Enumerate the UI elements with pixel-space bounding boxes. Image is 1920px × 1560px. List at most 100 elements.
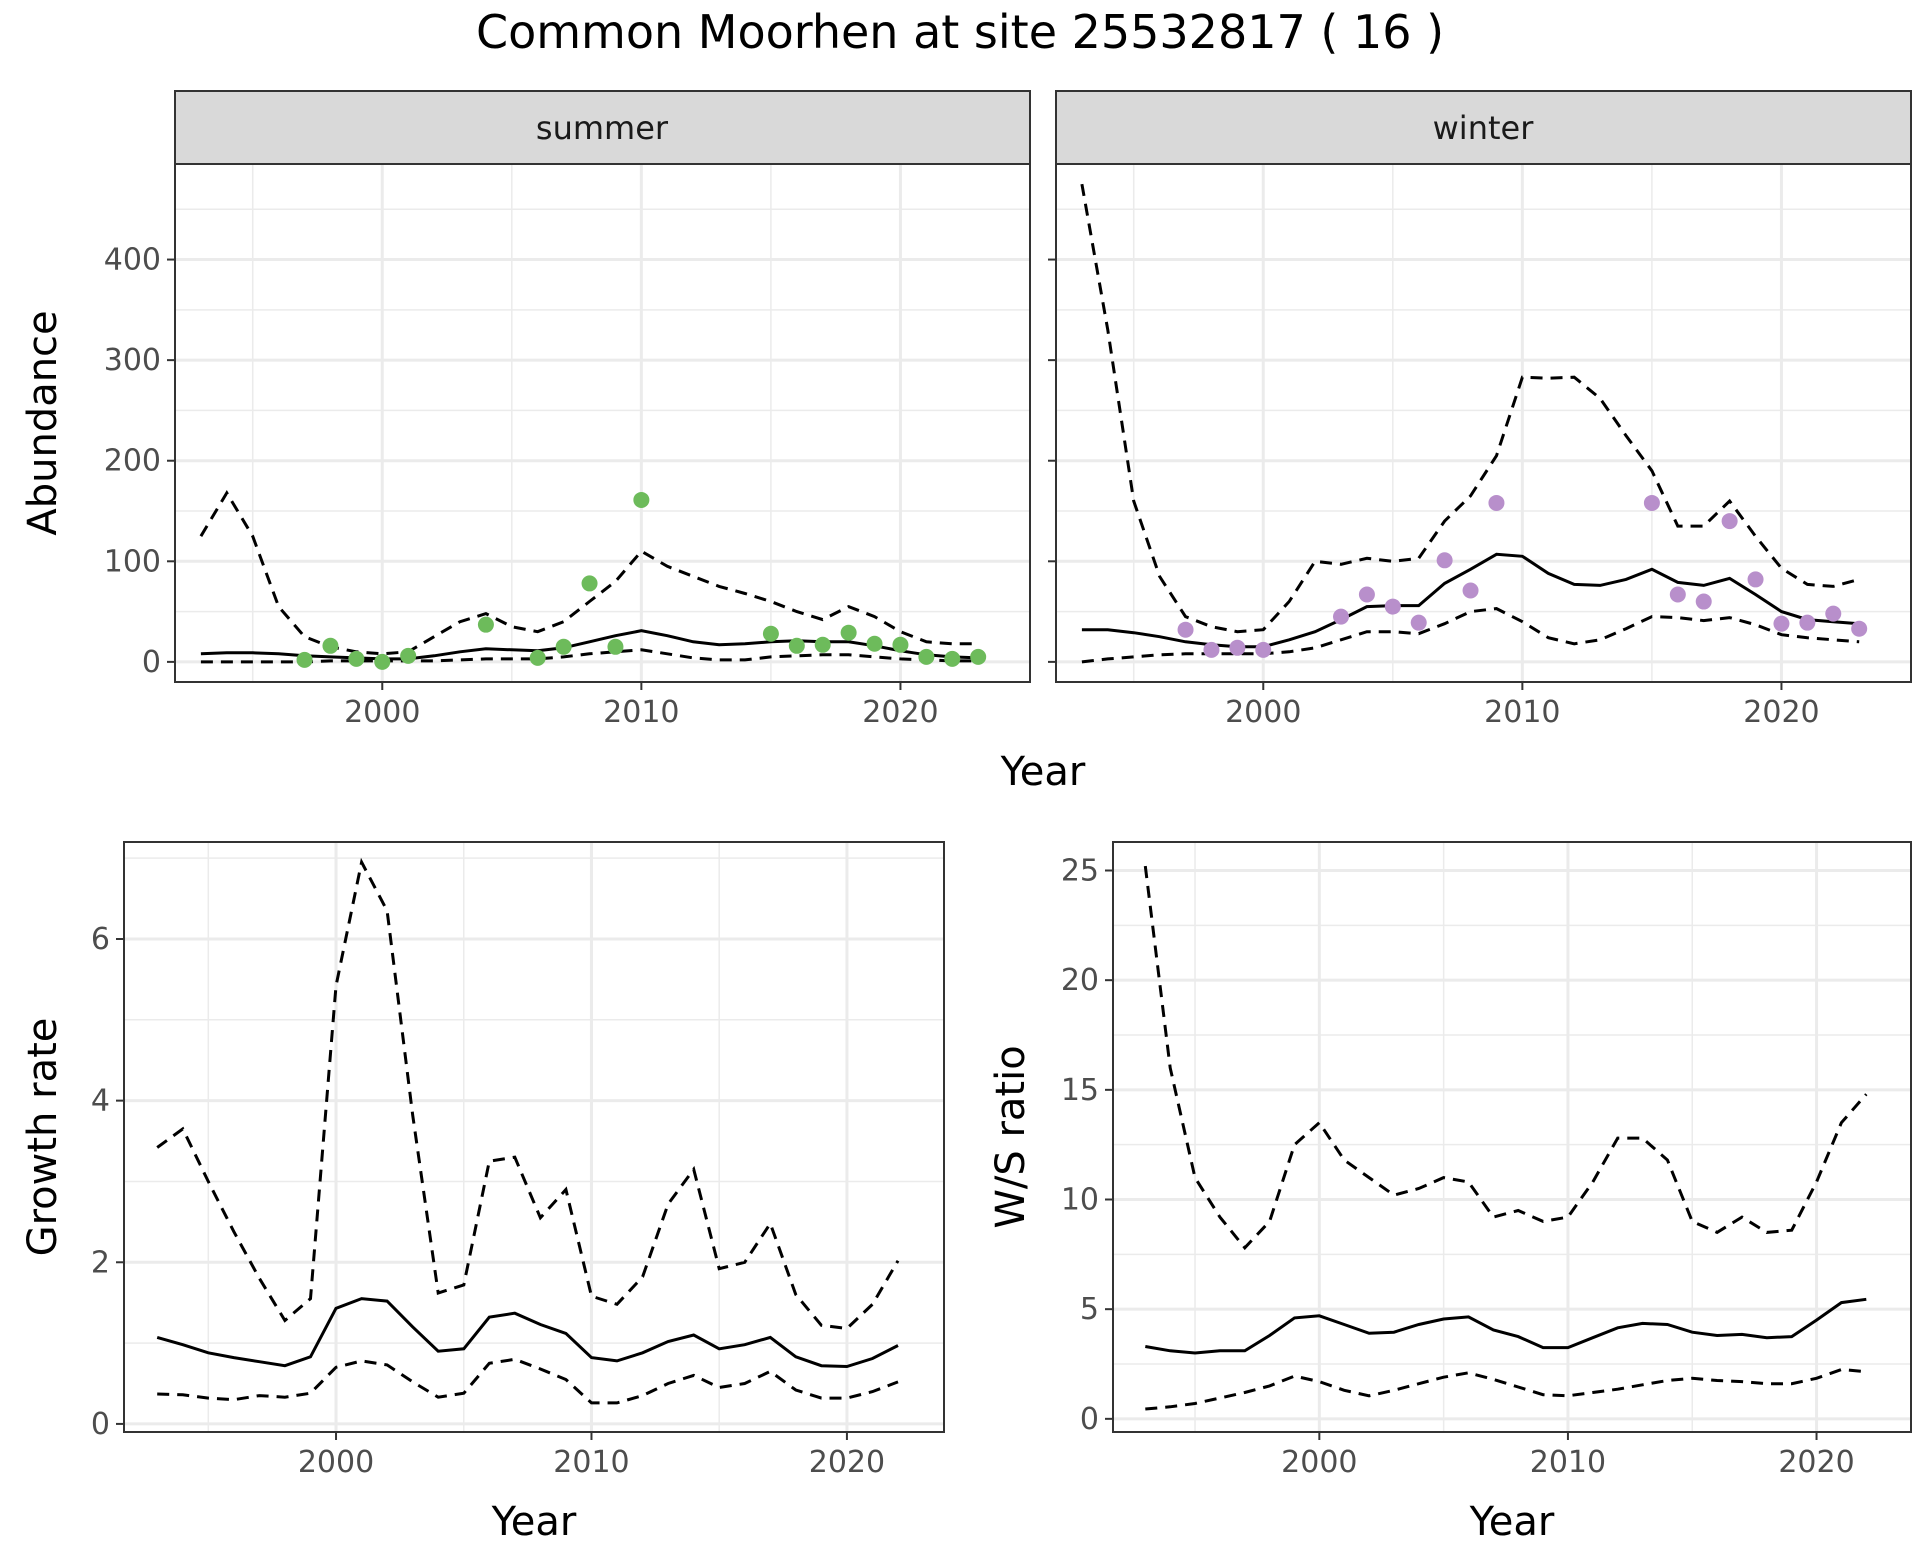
summer-strip-label: summer: [536, 109, 669, 147]
winter-data-point: [1255, 641, 1272, 658]
summer-mean-line: [200, 629, 979, 661]
winter-observed-points: [1177, 494, 1868, 658]
ws-x-tick-label: 2000: [1281, 1445, 1357, 1480]
winter-data-point: [1799, 614, 1816, 631]
winter-x-tick-label: 2020: [1743, 695, 1819, 730]
summer-data-point: [374, 653, 391, 670]
summer-mean-line: [200, 629, 979, 661]
ws-upper-line: [1143, 865, 1868, 1251]
winter-data-point: [1203, 641, 1220, 658]
summer-x-tick-label: 2020: [862, 695, 938, 730]
winter-data-point: [1669, 586, 1686, 603]
summer-axes: 2000 2010 2020 0 100 200 300 400: [104, 243, 939, 730]
winter-strip: [1055, 90, 1912, 165]
ws-mean-line: [1145, 1297, 1867, 1355]
summer-y-tick-label: 100: [104, 544, 161, 579]
winter-data-point: [1851, 620, 1868, 637]
winter-axes: 2000 2010 2020: [1048, 258, 1820, 730]
winter-data-point: [1721, 513, 1738, 530]
winter-data-point: [1384, 598, 1401, 615]
summer-y-tick-label: 400: [104, 243, 161, 278]
summer-data-point: [840, 624, 857, 641]
winter-data-point: [1695, 593, 1712, 610]
winter-gridlines: [1056, 164, 1911, 682]
growth-y-tick-label: 4: [91, 1084, 110, 1119]
ws-y-tick-label: 0: [1080, 1402, 1099, 1437]
growth-y-tick-label: 6: [91, 922, 110, 957]
summer-data-point: [529, 649, 546, 666]
summer-data-point: [970, 648, 987, 665]
summer-data-point: [477, 616, 494, 633]
ws-mean-line: [1145, 1297, 1867, 1355]
ws-y-axis-title: W/S ratio: [988, 1045, 1034, 1228]
winter-data-point: [1488, 494, 1505, 511]
summer-y-tick-label: 0: [142, 645, 161, 680]
winter-x-tick-label: 2010: [1484, 695, 1560, 730]
ws-gridlines: [1113, 842, 1911, 1432]
winter-upper-line: [1080, 183, 1860, 634]
growth-y-axis-title: Growth rate: [20, 1018, 66, 1257]
summer-data-point: [892, 636, 909, 653]
summer-data-point: [348, 650, 365, 667]
growth-mean-line: [156, 1297, 899, 1369]
summer-data-point: [866, 635, 883, 652]
summer-lower-line: [200, 648, 979, 664]
ws-x-tick-label: 2010: [1530, 1445, 1606, 1480]
winter-data-point: [1747, 571, 1764, 588]
winter-data-point: [1333, 608, 1349, 625]
winter-data-point: [1229, 639, 1246, 656]
summer-data-point: [400, 647, 417, 664]
summer-data-point: [555, 638, 572, 655]
winter-data-point: [1410, 614, 1427, 631]
summer-x-tick-label: 2010: [603, 695, 679, 730]
panel-abundance-winter: winter 2000 2010 2020: [1048, 90, 1912, 730]
growth-x-tick-label: 2020: [809, 1445, 885, 1480]
growth-confidence-band: [156, 857, 900, 1405]
summer-x-tick-label: 2000: [344, 695, 420, 730]
panel-growth-rate: 2000 2010 2020 0 2 4 6: [91, 841, 945, 1480]
summer-y-tick-label: 200: [104, 444, 161, 479]
ws-axes: 2000 2010 2020 0 5 10 15 20 25: [1061, 854, 1855, 1480]
ws-y-tick-label: 5: [1080, 1292, 1099, 1327]
growth-axes: 2000 2010 2020 0 2 4 6: [91, 922, 885, 1480]
figure-title: Common Moorhen at site 25532817 ( 16 ): [476, 5, 1444, 59]
winter-data-point: [1462, 582, 1479, 599]
panel-ws-ratio: 2000 2010 2020 0 5 10 15 20 25: [1061, 841, 1912, 1480]
summer-data-point: [581, 575, 598, 592]
ws-y-tick-label: 15: [1061, 1073, 1099, 1108]
summer-data-point: [814, 636, 831, 653]
summer-plot-background: [175, 164, 1030, 682]
growth-y-tick-label: 0: [91, 1407, 110, 1442]
summer-data-point: [322, 637, 339, 654]
growth-x-tick-label: 2000: [298, 1445, 374, 1480]
summer-data-point: [633, 491, 650, 508]
abundance-y-axis-title: Abundance: [20, 310, 66, 535]
summer-observed-points: [296, 491, 987, 670]
summer-data-point: [762, 625, 779, 642]
ws-y-tick-label: 25: [1061, 854, 1099, 889]
growth-x-axis-title: Year: [491, 1499, 577, 1545]
growth-lower-line: [157, 1357, 899, 1405]
ws-y-tick-label: 20: [1061, 963, 1099, 998]
winter-data-point: [1358, 586, 1375, 603]
ws-panel-frame: [1112, 841, 1912, 1433]
summer-strip: [174, 90, 1031, 165]
summer-data-point: [296, 651, 313, 668]
summer-data-point: [944, 650, 961, 667]
winter-x-tick-label: 2000: [1225, 695, 1301, 730]
growth-mean-line: [156, 1297, 899, 1369]
winter-data-point: [1177, 621, 1194, 638]
winter-data-point: [1773, 615, 1790, 632]
summer-data-point: [918, 648, 935, 665]
winter-strip-label: winter: [1433, 109, 1535, 147]
winter-data-point: [1436, 552, 1453, 569]
ws-x-tick-label: 2020: [1778, 1445, 1854, 1480]
growth-y-tick-label: 2: [91, 1245, 110, 1280]
ws-x-axis-title: Year: [1469, 1499, 1555, 1545]
abundance-x-axis-title: Year: [1000, 749, 1086, 795]
growth-upper-line: [156, 857, 900, 1331]
ws-y-tick-label: 10: [1061, 1183, 1099, 1218]
summer-y-tick-label: 300: [104, 343, 161, 378]
winter-data-point: [1825, 605, 1842, 622]
